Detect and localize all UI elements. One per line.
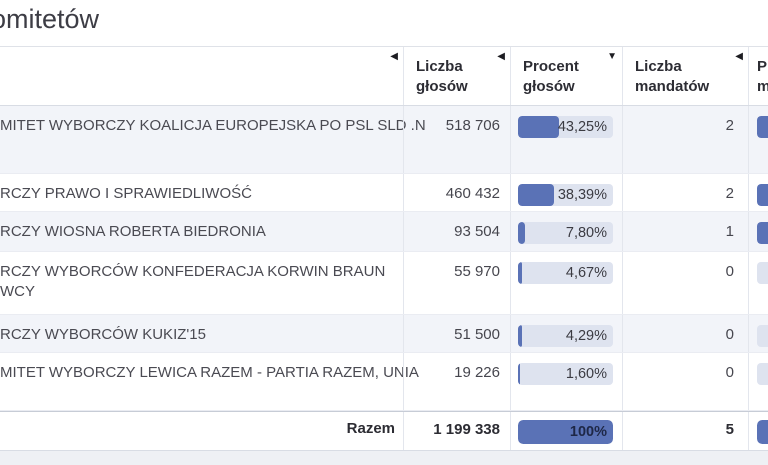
mandate-percent-bar bbox=[757, 363, 768, 385]
column-label: Liczba bbox=[416, 58, 463, 75]
column-header-votes[interactable]: Liczba głosów ◀ bbox=[403, 47, 510, 105]
mandate-bar-fill bbox=[757, 184, 768, 206]
page-title: omitetów bbox=[0, 4, 100, 34]
table-row: RCZY WIOSNA ROBERTA BIEDRONIA 93 504 7,8… bbox=[0, 212, 768, 252]
sort-arrow-icon: ◀ bbox=[390, 51, 398, 62]
totals-percent-cell: 100% bbox=[510, 412, 622, 450]
column-header-percent-votes[interactable]: Procent głosów ▼ bbox=[510, 47, 622, 105]
mandates-cell: 2 bbox=[622, 174, 748, 211]
results-table: ◀ Liczba głosów ◀ Procent głosów ▼ Liczba m… bbox=[0, 46, 768, 451]
percent-mandates-cell bbox=[748, 315, 768, 352]
mandate-percent-bar bbox=[757, 262, 768, 284]
mandates-cell: 0 bbox=[622, 353, 748, 410]
votes-cell: 51 500 bbox=[403, 315, 510, 352]
percent-bar: 38,39% bbox=[518, 184, 613, 206]
mandates-cell: 2 bbox=[622, 106, 748, 173]
percent-value: 4,67% bbox=[565, 265, 607, 281]
mandates-cell: 0 bbox=[622, 252, 748, 314]
percent-mandates-cell bbox=[748, 106, 768, 173]
percent-value: 43,25% bbox=[557, 119, 607, 135]
mandate-percent-bar bbox=[757, 420, 768, 444]
table-row: RCZY PRAWO I SPRAWIEDLIWOŚĆ 460 432 38,3… bbox=[0, 174, 768, 212]
percent-votes-cell: 1,60% bbox=[510, 353, 622, 410]
mandate-percent-bar bbox=[757, 325, 768, 347]
percent-bar-fill bbox=[518, 325, 523, 347]
mandate-percent-bar bbox=[757, 222, 768, 244]
mandate-percent-bar bbox=[757, 116, 768, 138]
percent-bar: 1,60% bbox=[518, 363, 613, 385]
percent-bar: 4,29% bbox=[518, 325, 613, 347]
table-row: RCZY WYBORCÓW KONFEDERACJA KORWIN BRAUN W… bbox=[0, 252, 768, 315]
totals-percent-mandates-cell bbox=[748, 412, 768, 450]
mandate-bar-fill bbox=[757, 116, 768, 138]
percent-votes-cell: 43,25% bbox=[510, 106, 622, 173]
mandates-cell: 1 bbox=[622, 212, 748, 251]
sort-desc-icon: ▼ bbox=[607, 51, 617, 62]
votes-cell: 55 970 bbox=[403, 252, 510, 314]
votes-cell: 518 706 bbox=[403, 106, 510, 173]
votes-cell: 19 226 bbox=[403, 353, 510, 410]
totals-votes-cell: 1 199 338 bbox=[403, 412, 510, 450]
percent-votes-cell: 38,39% bbox=[510, 174, 622, 211]
mandates-cell: 0 bbox=[622, 315, 748, 352]
column-label: Procent bbox=[757, 58, 768, 75]
percent-mandates-cell bbox=[748, 353, 768, 410]
percent-bar-fill bbox=[518, 184, 555, 206]
committee-name-cell: RCZY PRAWO I SPRAWIEDLIWOŚĆ bbox=[0, 185, 252, 202]
mandate-bar-fill bbox=[757, 222, 768, 244]
percent-bar: 43,25% bbox=[518, 116, 613, 138]
percent-mandates-cell bbox=[748, 174, 768, 211]
mandate-percent-bar bbox=[757, 184, 768, 206]
committee-name-cell: RCZY WYBORCÓW KUKIZ'15 bbox=[0, 326, 206, 343]
sort-arrow-icon: ◀ bbox=[735, 51, 743, 62]
percent-mandates-cell bbox=[748, 252, 768, 314]
committee-name-cell: MITET WYBORCZY LEWICA RAZEM - PARTIA RAZ… bbox=[0, 364, 419, 381]
percent-value: 4,29% bbox=[565, 328, 607, 344]
table-header-row: ◀ Liczba głosów ◀ Procent głosów ▼ Liczba m… bbox=[0, 47, 768, 106]
percent-votes-cell: 4,67% bbox=[510, 252, 622, 314]
percent-bar-fill bbox=[518, 262, 523, 284]
percent-bar-fill bbox=[518, 420, 613, 444]
mandate-bar-fill bbox=[757, 420, 768, 444]
totals-label-cell: Razem bbox=[0, 412, 403, 450]
totals-label: Razem bbox=[346, 420, 395, 437]
votes-cell: 460 432 bbox=[403, 174, 510, 211]
percent-mandates-cell bbox=[748, 212, 768, 251]
percent-bar-fill bbox=[518, 222, 526, 244]
committee-name-cell: RCZY WIOSNA ROBERTA BIEDRONIA bbox=[0, 223, 266, 240]
percent-votes-cell: 7,80% bbox=[510, 212, 622, 251]
column-header-committee[interactable]: ◀ bbox=[0, 47, 403, 105]
sort-arrow-icon: ◀ bbox=[497, 51, 505, 62]
page-background-strip bbox=[0, 451, 768, 465]
column-label: Procent bbox=[523, 58, 579, 75]
percent-bar-fill bbox=[518, 363, 520, 385]
column-header-percent-mandates[interactable]: Procentmandatów bbox=[748, 47, 768, 105]
totals-mandates-cell: 5 bbox=[622, 412, 748, 450]
percent-votes-cell: 4,29% bbox=[510, 315, 622, 352]
committee-name-cell: RCZY WYBORCÓW KONFEDERACJA KORWIN BRAUN W… bbox=[0, 263, 386, 300]
percent-bar-fill bbox=[518, 116, 560, 138]
committee-name-cell: MITET WYBORCZY KOALICJA EUROPEJSKA PO PS… bbox=[0, 117, 426, 134]
table-row: MITET WYBORCZY KOALICJA EUROPEJSKA PO PS… bbox=[0, 106, 768, 174]
page-header: omitetów bbox=[0, 0, 768, 46]
totals-row: Razem 1 199 338 100% 5 bbox=[0, 411, 768, 451]
column-header-mandates[interactable]: Liczba mandatów ◀ bbox=[622, 47, 748, 105]
percent-bar: 100% bbox=[518, 420, 613, 444]
percent-value: 100% bbox=[569, 424, 607, 440]
percent-value: 38,39% bbox=[557, 187, 607, 203]
table-row: RCZY WYBORCÓW KUKIZ'15 51 500 4,29% 0 bbox=[0, 315, 768, 353]
percent-value: 7,80% bbox=[565, 225, 607, 241]
votes-cell: 93 504 bbox=[403, 212, 510, 251]
table-row: MITET WYBORCZY LEWICA RAZEM - PARTIA RAZ… bbox=[0, 353, 768, 411]
percent-bar: 7,80% bbox=[518, 222, 613, 244]
column-label: Liczba bbox=[635, 58, 682, 75]
percent-bar: 4,67% bbox=[518, 262, 613, 284]
percent-value: 1,60% bbox=[565, 366, 607, 382]
